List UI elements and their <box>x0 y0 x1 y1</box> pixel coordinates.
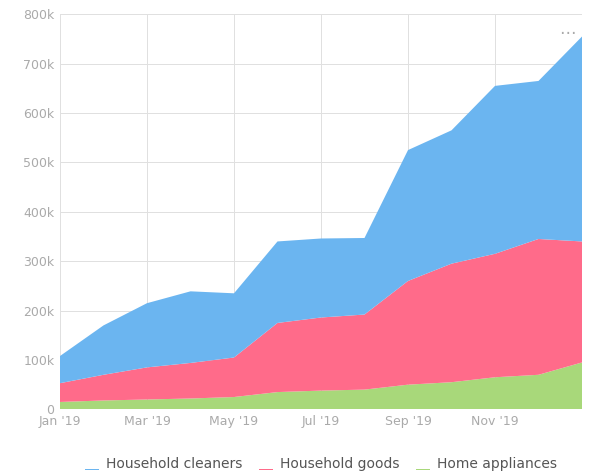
Text: ⋯: ⋯ <box>559 24 576 42</box>
Legend: Household cleaners, Household goods, Home appliances: Household cleaners, Household goods, Hom… <box>80 452 562 476</box>
